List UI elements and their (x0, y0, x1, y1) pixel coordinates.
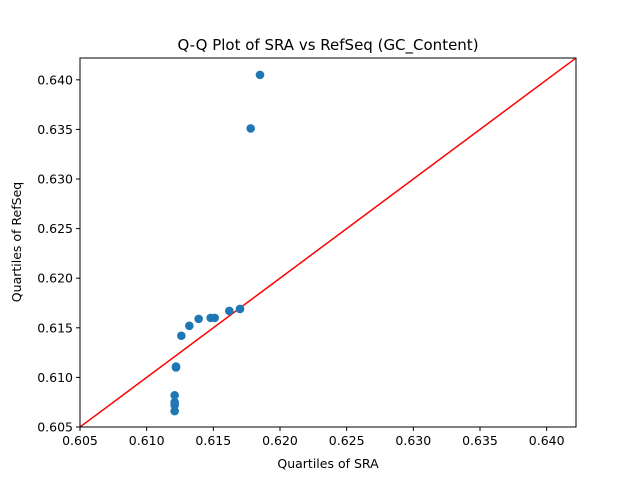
x-tick-label-4: 0.620 (262, 433, 298, 448)
y-tick-label-2: 0.610 (37, 370, 73, 385)
data-point-14 (246, 124, 255, 133)
x-tick-label-6: 0.630 (395, 433, 431, 448)
data-point-15 (255, 70, 265, 80)
x-tick-label-7: 0.635 (462, 433, 498, 448)
x-tick-label-5: 0.625 (329, 433, 365, 448)
y-tick-label-6: 0.630 (37, 172, 73, 187)
data-point-3 (170, 397, 179, 407)
x-tick-label-2: 0.610 (129, 433, 165, 448)
data-point-12 (225, 306, 234, 316)
data-point-8 (185, 321, 194, 331)
y-tick-label-1: 0.605 (37, 420, 73, 435)
data-point-7 (177, 331, 186, 341)
data-point-13 (235, 304, 245, 314)
x-tick-label-1: 0.605 (62, 433, 98, 448)
data-point-9 (194, 314, 203, 324)
y-tick-label-8: 0.640 (37, 72, 73, 87)
y-tick-label-4: 0.620 (37, 271, 73, 286)
data-point-1 (170, 406, 179, 416)
y-axis-label: Quartiles of RefSeq (9, 182, 24, 302)
plot-frame (79, 57, 577, 428)
x-tick-label-3: 0.615 (195, 433, 231, 448)
data-point-6 (171, 362, 181, 371)
y-tick-label-5: 0.625 (37, 221, 73, 236)
reference-line (80, 58, 576, 427)
x-axis-label: Quartiles of SRA (277, 456, 379, 471)
plot-area: 0.605 0.610 0.615 0.620 0.625 0.630 0.635 0.640… (37, 57, 577, 448)
y-tick-label-7: 0.635 (37, 122, 73, 137)
data-point-4 (170, 390, 179, 400)
data-point-11 (210, 313, 219, 323)
chart-title: Q-Q Plot of SRA vs RefSeq (GC_Content) (177, 36, 478, 55)
y-tick-label-3: 0.615 (37, 320, 73, 335)
x-tick-label-8: 0.640 (529, 433, 565, 448)
